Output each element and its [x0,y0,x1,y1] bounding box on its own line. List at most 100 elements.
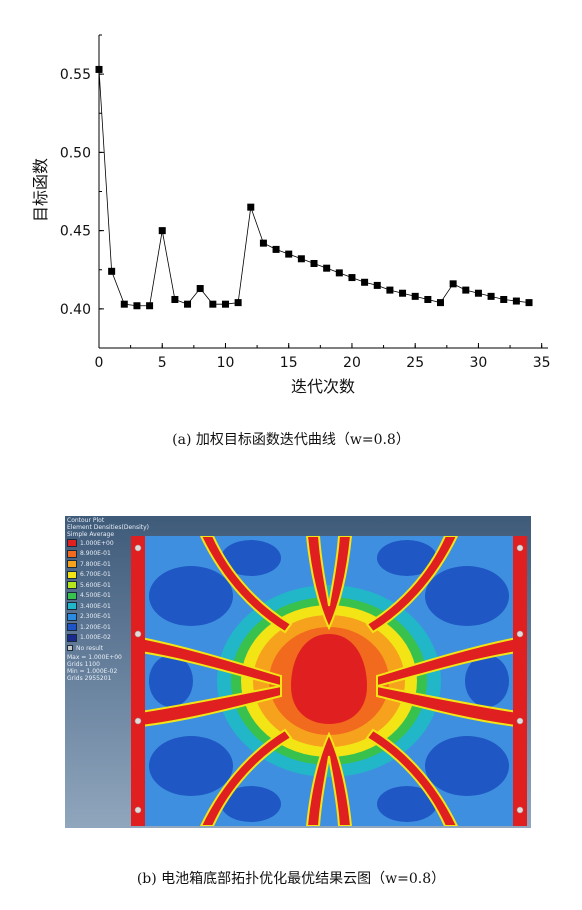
data-point [411,292,419,300]
data-point [171,295,179,303]
y-tick-label: 0.55 [60,67,91,83]
data-point [120,300,128,308]
legend-entry: 1.000E-02 [67,633,167,644]
legend-stat: Grids 2955201 [67,674,112,682]
x-tick-label: 0 [95,355,104,371]
data-point [133,302,141,310]
y-axis-ticks: 0.40 0.45 0.50 0.55 [60,34,104,349]
legend-swatch [67,633,77,642]
data-point [158,227,166,235]
legend-swatch [67,570,77,579]
x-tick-label: 15 [280,355,298,371]
legend-entry: 8.900E-01 [67,549,167,560]
legend-scale: 1.000E+00 8.900E-01 7.800E-01 6.700E-01 5.60… [67,538,167,643]
legend-value: 5.600E-01 [80,581,111,589]
legend-swatch [67,581,77,590]
legend-stat: Min = 1.000E-02 [67,667,118,675]
caption-a: (a) 加权目标函数迭代曲线（w=0.8） [172,432,410,448]
x-tick-label: 30 [470,355,488,371]
legend-no-result: No result [67,643,167,654]
legend-swatch [67,539,77,548]
data-point [272,245,280,253]
contour-legend: Contour Plot Element Densities(Density) … [67,517,167,682]
legend-swatch [67,591,77,600]
no-result-label: No result [76,644,104,652]
caption-b: (b) 电池箱底部拓扑优化最优结果云图（w=0.8） [136,871,446,887]
data-point [487,292,495,300]
legend-entry: 6.700E-01 [67,570,167,581]
x-axis-label: 迭代次数 [291,377,355,396]
data-point [361,278,369,286]
legend-entry: 4.500E-01 [67,591,167,602]
data-point [259,239,267,247]
legend-value: 6.700E-01 [80,571,111,579]
legend-subtitle: Element Densities(Density) [67,524,149,531]
x-tick-label: 35 [533,355,551,371]
data-point [297,255,305,263]
legend-swatch [67,602,77,611]
data-point [221,300,229,308]
x-tick-label: 5 [158,355,167,371]
y-axis-label: 目标函数 [31,158,50,222]
legend-entry: 7.800E-01 [67,559,167,570]
x-axis-ticks: 0 5 10 15 20 25 30 35 [95,343,551,371]
data-point [449,280,457,288]
data-point [348,274,356,282]
legend-averaging: Simple Average [67,531,115,538]
data-point [108,267,116,275]
data-point [234,299,242,307]
data-point [525,299,533,307]
density-contour-panel: Contour Plot Element Densities(Density) … [65,516,531,828]
data-point [335,269,343,277]
x-tick-label: 10 [217,355,235,371]
data-point [323,264,331,272]
legend-value: 2.300E-01 [80,613,111,621]
objective-series-points [95,65,533,310]
data-point [500,295,508,303]
objective-iteration-chart: 0.40 0.45 0.50 0.55 0 5 10 15 20 25 30 35 迭代次数 目标函… [31,34,551,396]
density-contour-image [131,536,527,826]
legend-swatch [67,612,77,621]
legend-value: 1.000E+00 [80,539,114,547]
data-point [436,299,444,307]
data-point [512,297,520,305]
data-point [386,286,394,294]
data-point [424,295,432,303]
x-tick-label: 20 [343,355,361,371]
legend-value: 7.800E-01 [80,560,111,568]
data-point [399,289,407,297]
legend-value: 8.900E-01 [80,550,111,558]
legend-stat: Max = 1.000E+00 [67,653,122,661]
data-point [209,300,217,308]
legend-swatch [67,560,77,569]
y-tick-label: 0.40 [60,302,91,318]
data-point [310,259,318,267]
legend-entry: 1.200E-01 [67,622,167,633]
data-point [184,300,192,308]
data-point [247,203,255,211]
legend-entry: 3.400E-01 [67,601,167,612]
data-point [462,286,470,294]
data-point [196,285,204,293]
legend-swatch [67,623,77,632]
legend-value: 1.000E-02 [80,634,111,642]
legend-swatch [67,549,77,558]
legend-title: Contour Plot [67,517,105,524]
legend-entry: 1.000E+00 [67,538,167,549]
no-result-swatch [67,645,73,652]
data-point [146,302,154,310]
legend-entry: 5.600E-01 [67,580,167,591]
x-tick-label: 25 [406,355,424,371]
data-point [95,65,103,73]
y-tick-label: 0.50 [60,145,91,161]
legend-value: 1.200E-01 [80,623,111,631]
legend-value: 3.400E-01 [80,602,111,610]
data-point [373,281,381,289]
legend-value: 4.500E-01 [80,592,111,600]
y-tick-label: 0.45 [60,224,91,240]
data-point [285,250,293,258]
legend-stat: Grids 1100 [67,660,100,668]
legend-entry: 2.300E-01 [67,612,167,623]
objective-series-line [98,69,530,307]
data-point [474,289,482,297]
